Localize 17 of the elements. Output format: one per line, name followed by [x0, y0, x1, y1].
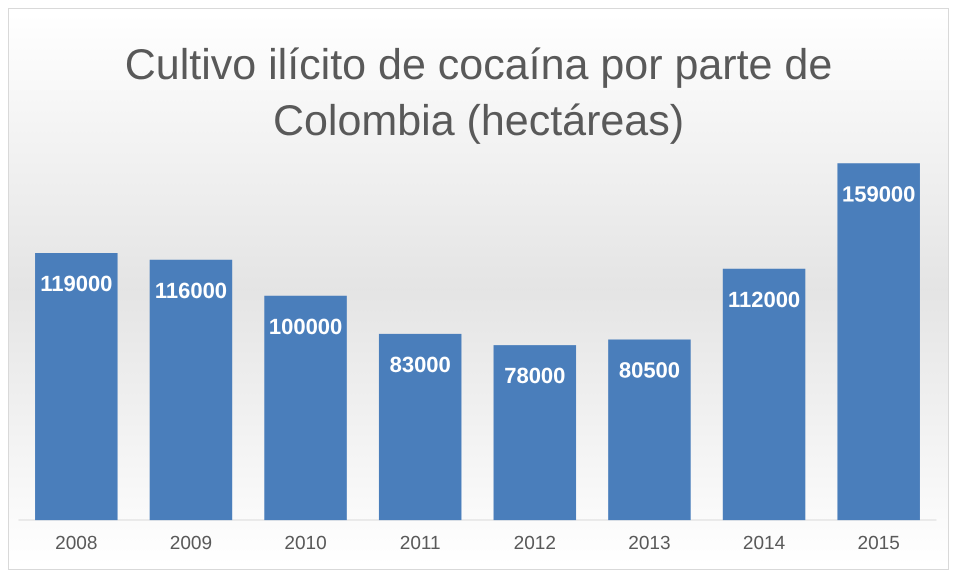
data-label: 83000	[390, 352, 451, 377]
data-label: 119000	[40, 271, 112, 296]
data-label: 159000	[842, 181, 916, 206]
x-tick-label: 2015	[858, 532, 900, 554]
x-tick-label: 2010	[284, 532, 327, 554]
chart-title: Cultivo ilícito de cocaína por parte de Colombia (hectáreas)	[124, 40, 834, 147]
x-tick-label: 2011	[400, 532, 441, 554]
data-label: 100000	[268, 314, 342, 339]
data-label: 116000	[154, 278, 228, 303]
x-tick-label: 2008	[55, 532, 98, 554]
x-tick-label: 2014	[742, 532, 786, 554]
data-label: 80500	[618, 358, 680, 383]
data-label: 112000	[728, 286, 800, 312]
x-tick-label: 2013	[628, 532, 671, 554]
x-tick-label: 2009	[170, 532, 212, 554]
data-label: 78000	[504, 363, 566, 388]
x-tick-label: 2012	[514, 532, 556, 554]
